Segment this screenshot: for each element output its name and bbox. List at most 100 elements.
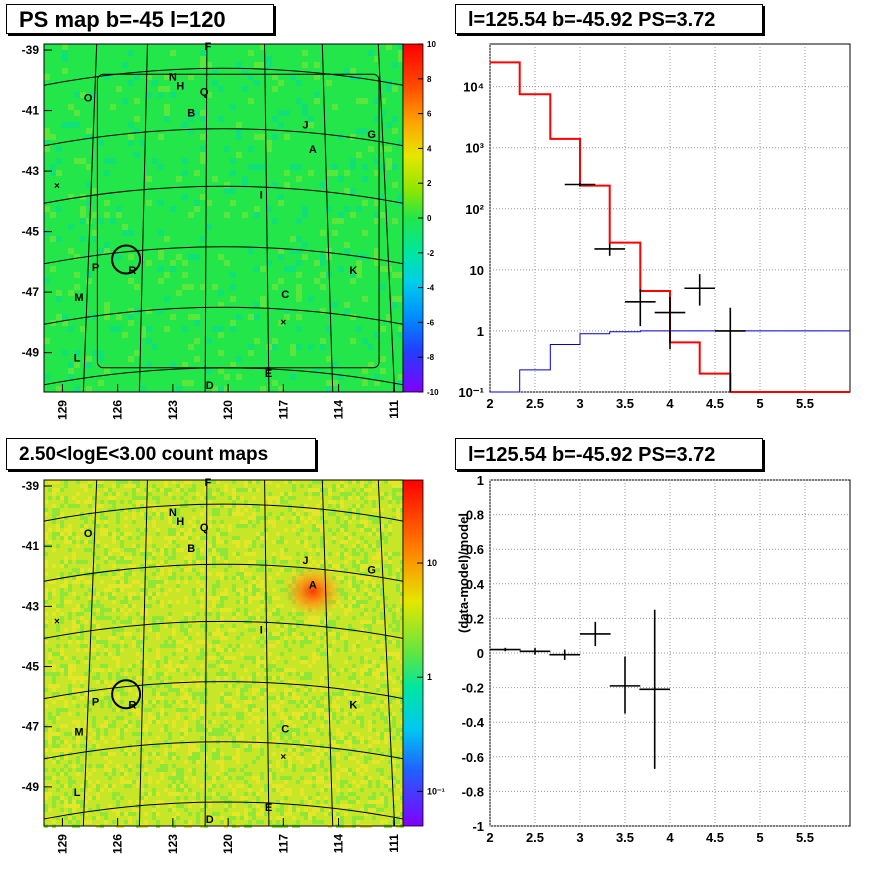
map-pixel: [120, 636, 124, 640]
map-pixel: [68, 784, 72, 788]
map-pixel: [380, 616, 384, 620]
map-pixel: [68, 548, 72, 552]
map-pixel: [164, 764, 168, 768]
map-pixel: [324, 788, 328, 792]
map-pixel: [208, 516, 212, 520]
map-pixel: [64, 764, 68, 768]
map-pixel: [276, 788, 280, 792]
map-pixel: [240, 564, 244, 568]
map-pixel: [400, 796, 404, 800]
map-pixel: [208, 560, 212, 564]
map-pixel: [128, 564, 132, 568]
map-pixel: [76, 632, 80, 636]
map-pixel: [236, 356, 242, 362]
map-pixel: [224, 632, 228, 636]
map-pixel: [348, 584, 352, 588]
map-pixel: [112, 820, 116, 824]
map-pixel: [280, 752, 284, 756]
map-pixel: [276, 740, 280, 744]
map-pixel: [224, 728, 228, 732]
map-pixel: [108, 768, 112, 772]
map-pixel: [200, 504, 204, 508]
map-pixel: [176, 386, 182, 392]
map-pixel: [136, 704, 140, 708]
map-pixel: [140, 332, 146, 338]
map-pixel: [124, 524, 128, 528]
map-pixel: [192, 792, 196, 796]
map-pixel: [124, 480, 128, 484]
map-pixel: [380, 98, 386, 104]
map-pixel: [320, 752, 324, 756]
map-pixel: [280, 552, 284, 556]
map-pixel: [56, 290, 62, 296]
map-pixel: [52, 732, 56, 736]
map-pixel: [384, 732, 388, 736]
map-pixel: [244, 600, 248, 604]
map-pixel: [104, 640, 108, 644]
map-pixel: [212, 512, 216, 516]
map-pixel: [220, 796, 224, 800]
map-pixel: [136, 772, 140, 776]
map-pixel: [196, 720, 200, 724]
map-pixel: [224, 716, 228, 720]
map-pixel: [182, 272, 188, 278]
map-pixel: [194, 338, 200, 344]
map-pixel: [324, 628, 328, 632]
map-pixel: [212, 664, 216, 668]
map-pixel: [64, 644, 68, 648]
map-pixel: [160, 728, 164, 732]
map-pixel: [272, 728, 276, 732]
map-pixel: [376, 532, 380, 536]
map-pixel: [188, 488, 192, 492]
map-pixel: [324, 748, 328, 752]
map-pixel: [56, 608, 60, 612]
map-pixel: [196, 816, 200, 820]
map-pixel: [372, 532, 376, 536]
map-pixel: [168, 688, 172, 692]
map-pixel: [308, 344, 314, 350]
map-pixel: [76, 740, 80, 744]
map-pixel: [144, 588, 148, 592]
map-pixel: [396, 584, 400, 588]
map-pixel: [200, 624, 204, 628]
map-pixel: [248, 804, 252, 808]
map-pixel: [288, 684, 292, 688]
map-pixel: [244, 624, 248, 628]
map-pixel: [132, 492, 136, 496]
map-pixel: [304, 512, 308, 516]
map-pixel: [356, 326, 362, 332]
map-pixel: [326, 206, 332, 212]
map-pixel: [268, 492, 272, 496]
map-pixel: [236, 776, 240, 780]
map-pixel: [220, 620, 224, 624]
map-pixel: [96, 556, 100, 560]
longitude-line: [264, 43, 270, 393]
map-pixel: [188, 688, 192, 692]
map-pixel: [196, 552, 200, 556]
map-pixel: [296, 696, 300, 700]
map-pixel: [384, 480, 388, 484]
map-pixel: [160, 516, 164, 520]
map-pixel: [92, 816, 96, 820]
map-pixel: [96, 676, 100, 680]
map-pixel: [388, 784, 392, 788]
map-pixel: [80, 206, 86, 212]
map-pixel: [128, 604, 132, 608]
map-pixel: [348, 596, 352, 600]
map-pixel: [324, 800, 328, 804]
map-pixel: [272, 552, 276, 556]
map-pixel: [256, 780, 260, 784]
map-pixel: [144, 796, 148, 800]
map-pixel: [400, 728, 404, 732]
map-pixel: [268, 776, 272, 780]
map-pixel: [336, 728, 340, 732]
map-pixel: [278, 194, 284, 200]
map-pixel: [332, 748, 336, 752]
map-pixel: [180, 776, 184, 780]
longitude-line: [377, 479, 396, 827]
map-pixel: [144, 768, 148, 772]
map-pixel: [212, 640, 216, 644]
map-pixel: [372, 588, 376, 592]
map-pixel: [168, 704, 172, 708]
map-pixel: [204, 776, 208, 780]
